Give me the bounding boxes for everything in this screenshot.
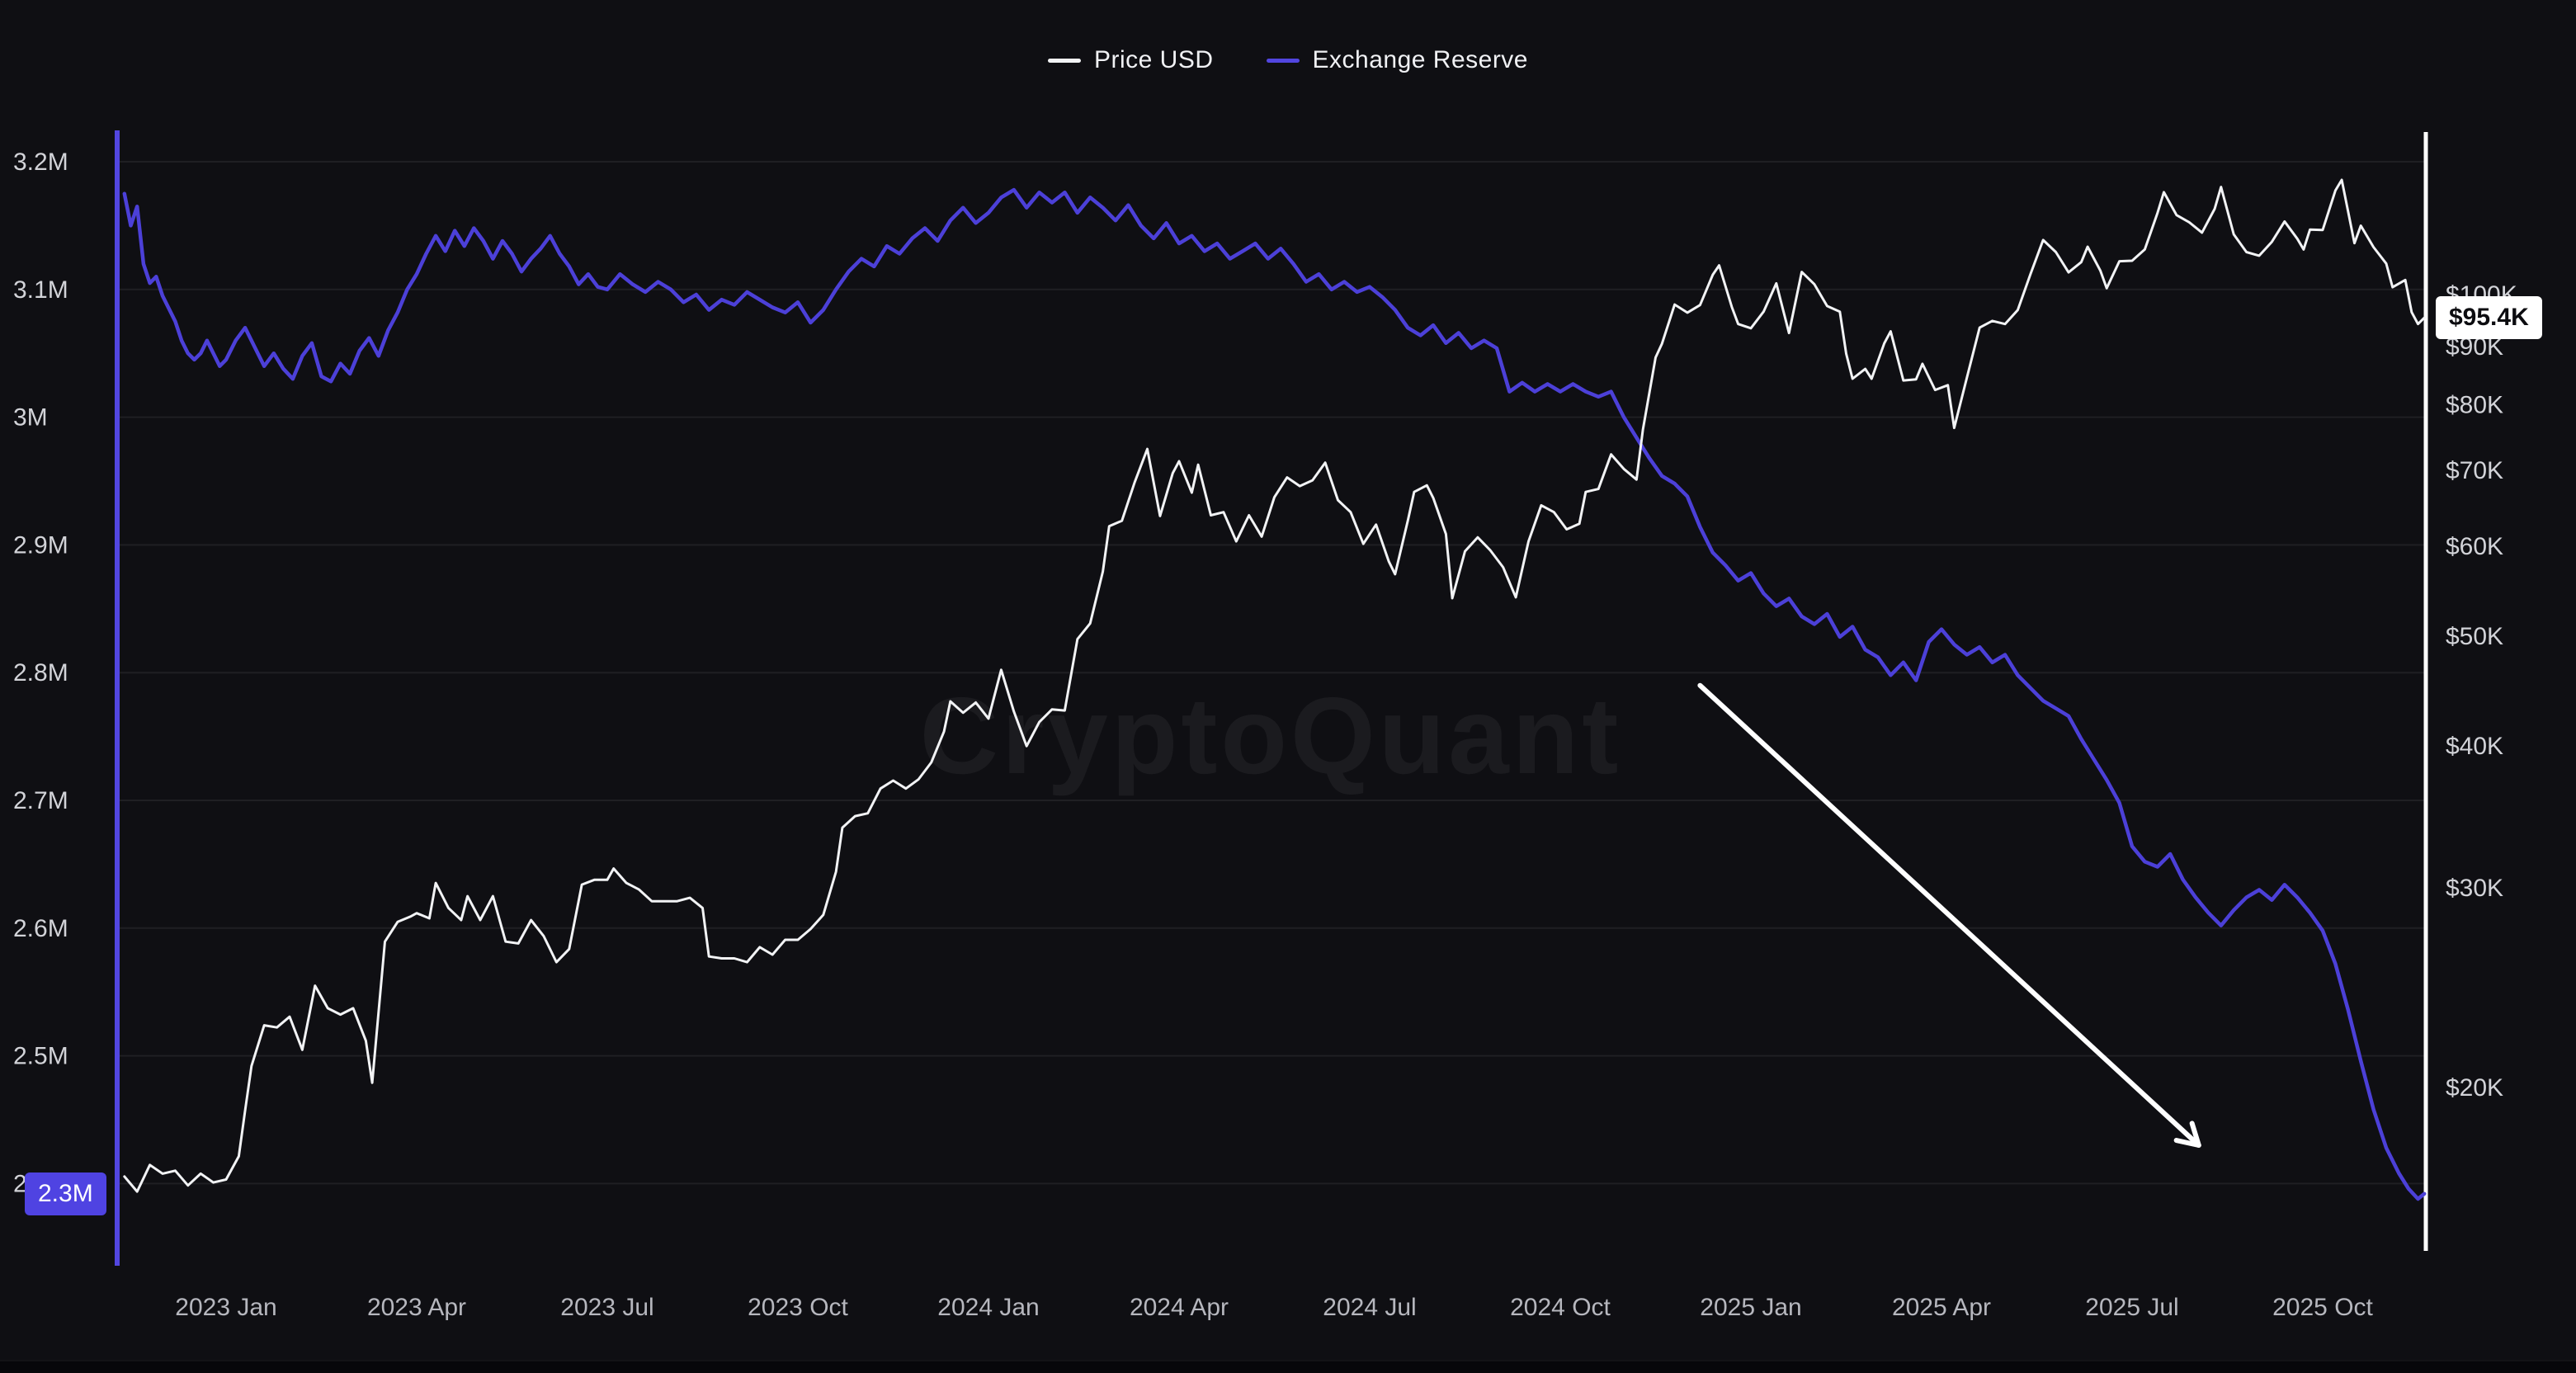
axis-lines bbox=[115, 130, 2428, 1266]
x-axis-tick-label: 2024 Apr bbox=[1130, 1294, 1229, 1321]
right-axis-tick-label: $20K bbox=[2446, 1074, 2503, 1102]
x-axis-tick-label: 2023 Jan bbox=[175, 1294, 276, 1321]
price-usd-line[interactable] bbox=[123, 178, 2426, 1193]
left-axis-tick-label: 2.8M bbox=[13, 659, 68, 686]
x-axis-tick-label: 2023 Oct bbox=[748, 1294, 848, 1321]
price-line-swatch-icon bbox=[1047, 58, 1081, 63]
x-axis-tick-label: 2025 Oct bbox=[2272, 1294, 2373, 1321]
right-axis-tick-label: $30K bbox=[2446, 875, 2503, 902]
price-last-badge: $95.4K bbox=[2436, 296, 2542, 340]
axis-labels: 3.2M3.1M3M2.9M2.8M2.7M2.6M2.5M2.4M$100K$… bbox=[13, 149, 2517, 1321]
x-axis-tick-label: 2023 Apr bbox=[367, 1294, 466, 1321]
x-axis-tick-label: 2024 Oct bbox=[1510, 1294, 1611, 1321]
right-axis-tick-label: $80K bbox=[2446, 391, 2503, 418]
series-lines bbox=[122, 178, 2427, 1201]
legend-item-price-usd[interactable]: Price USD bbox=[1047, 46, 1214, 74]
down-trend-arrow bbox=[1697, 682, 2201, 1148]
legend-label-exchange-reserve: Exchange Reserve bbox=[1312, 46, 1528, 73]
x-axis-tick-label: 2025 Jul bbox=[2085, 1294, 2178, 1321]
right-axis-tick-label: $60K bbox=[2446, 533, 2503, 560]
left-axis-tick-label: 2.9M bbox=[13, 531, 68, 559]
reserve-line-swatch-icon bbox=[1266, 58, 1300, 63]
reserve-last-badge: 2.3M bbox=[25, 1172, 106, 1215]
right-axis-tick-label: $50K bbox=[2446, 623, 2503, 650]
trend-arrow-annotation bbox=[1697, 682, 2201, 1148]
right-axis-tick-label: $70K bbox=[2446, 457, 2503, 484]
x-axis-tick-label: 2023 Jul bbox=[560, 1294, 653, 1321]
right-axis-tick-label: $40K bbox=[2446, 733, 2503, 760]
legend-label-price-usd: Price USD bbox=[1093, 46, 1214, 73]
left-axis-tick-label: 3.2M bbox=[13, 149, 68, 176]
x-axis-tick-label: 2025 Apr bbox=[1892, 1294, 1991, 1321]
x-axis-tick-label: 2024 Jul bbox=[1323, 1294, 1416, 1321]
gridlines bbox=[116, 161, 2426, 1185]
bottom-panel-edge bbox=[0, 1360, 2576, 1373]
legend: Price USD Exchange Reserve bbox=[0, 46, 2576, 74]
left-axis-tick-label: 3M bbox=[13, 404, 48, 432]
x-axis-tick-label: 2024 Jan bbox=[937, 1294, 1039, 1321]
left-axis-tick-label: 2.6M bbox=[13, 915, 68, 942]
left-axis-tick-label: 2.7M bbox=[13, 787, 68, 814]
left-axis-tick-label: 3.1M bbox=[13, 276, 68, 304]
legend-item-exchange-reserve[interactable]: Exchange Reserve bbox=[1266, 46, 1528, 74]
exchange-reserve-line[interactable] bbox=[122, 187, 2427, 1201]
x-axis-tick-label: 2025 Jan bbox=[1700, 1294, 1801, 1321]
left-axis-tick-label: 2.5M bbox=[13, 1043, 68, 1070]
